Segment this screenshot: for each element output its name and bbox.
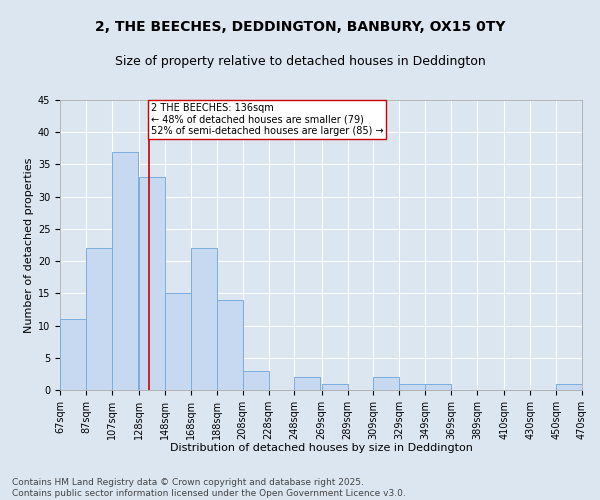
Bar: [139, 178, 165, 390]
Bar: [242, 370, 269, 390]
Bar: [165, 294, 191, 390]
X-axis label: Distribution of detached houses by size in Deddington: Distribution of detached houses by size …: [170, 444, 472, 454]
Bar: [60, 319, 86, 390]
Text: Contains HM Land Registry data © Crown copyright and database right 2025.
Contai: Contains HM Land Registry data © Crown c…: [12, 478, 406, 498]
Text: 2 THE BEECHES: 136sqm
← 48% of detached houses are smaller (79)
52% of semi-deta: 2 THE BEECHES: 136sqm ← 48% of detached …: [151, 103, 383, 136]
Bar: [112, 152, 138, 390]
Y-axis label: Number of detached properties: Number of detached properties: [23, 158, 34, 332]
Bar: [556, 384, 582, 390]
Bar: [425, 384, 451, 390]
Bar: [295, 377, 320, 390]
Bar: [400, 384, 425, 390]
Bar: [86, 248, 112, 390]
Bar: [373, 377, 400, 390]
Bar: [217, 300, 242, 390]
Text: 2, THE BEECHES, DEDDINGTON, BANBURY, OX15 0TY: 2, THE BEECHES, DEDDINGTON, BANBURY, OX1…: [95, 20, 505, 34]
Bar: [191, 248, 217, 390]
Bar: [322, 384, 347, 390]
Text: Size of property relative to detached houses in Deddington: Size of property relative to detached ho…: [115, 55, 485, 68]
